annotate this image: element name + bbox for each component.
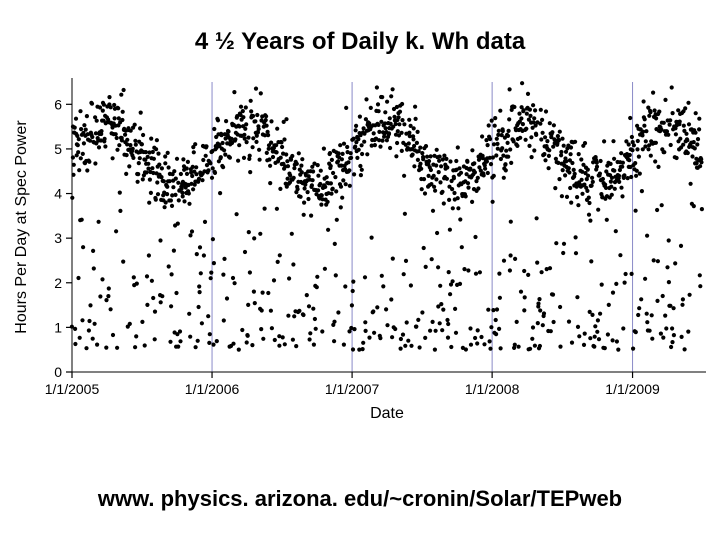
svg-text:1/1/2009: 1/1/2009	[605, 381, 660, 397]
svg-text:0: 0	[54, 364, 62, 380]
svg-text:1/1/2007: 1/1/2007	[325, 381, 380, 397]
svg-text:6: 6	[54, 96, 62, 112]
svg-text:3: 3	[54, 230, 62, 246]
source-url: www. physics. arizona. edu/~cronin/Solar…	[0, 486, 720, 512]
svg-text:2: 2	[54, 275, 62, 291]
chart-area: 0 1 2 3 4 5 6 1/1/2005 1/1/2006 1/1/2007 1/1/2008 1…	[8, 72, 712, 442]
svg-text:1/1/2008: 1/1/2008	[465, 381, 520, 397]
scatter-chart: 0 1 2 3 4 5 6 1/1/2005 1/1/2006 1/1/2007 1/1/2008 1…	[8, 72, 712, 442]
svg-text:1/1/2006: 1/1/2006	[185, 381, 240, 397]
svg-text:1: 1	[54, 319, 62, 335]
svg-text:4: 4	[54, 186, 62, 202]
svg-text:1/1/2005: 1/1/2005	[45, 381, 100, 397]
svg-text:Date: Date	[370, 405, 404, 422]
chart-title: 4 ½ Years of Daily k. Wh data	[0, 28, 720, 56]
svg-text:Hours Per Day at Spec Power: Hours Per Day at Spec Power	[13, 120, 30, 334]
svg-text:5: 5	[54, 141, 62, 157]
